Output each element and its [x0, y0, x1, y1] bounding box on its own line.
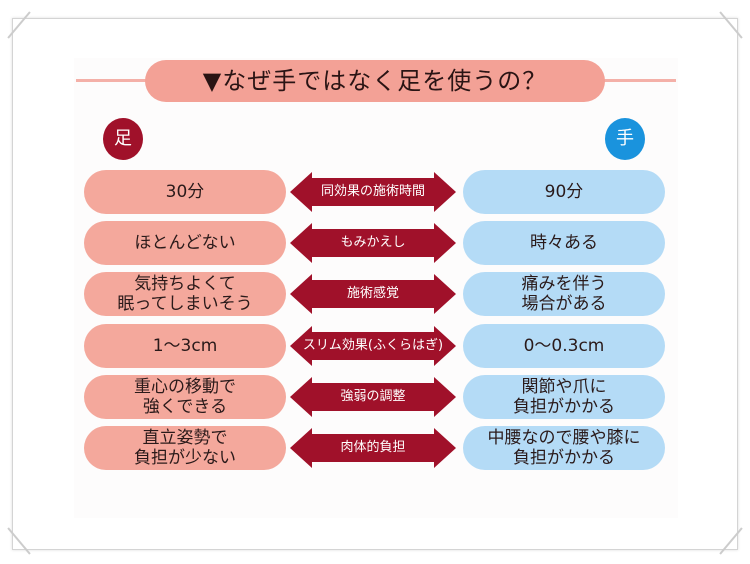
hand-value: 痛みを伴う 場合がある: [463, 272, 665, 316]
hand-value: 0～0.3cm: [463, 324, 665, 368]
hand-value: 時々ある: [463, 221, 665, 265]
double-arrow-icon: [290, 326, 456, 366]
double-arrow-icon: [290, 223, 456, 263]
double-arrow-icon: [290, 428, 456, 468]
aspect-label: もみかえし: [340, 235, 406, 250]
hand-value: 中腰なので腰や膝に 負担がかかる: [463, 426, 665, 470]
hand-badge: 手: [605, 118, 645, 160]
comparison-arrow: もみかえし: [290, 223, 456, 263]
foot-value: 重心の移動で 強くできる: [84, 375, 286, 419]
infographic-title: ▼なぜ手ではなく足を使うの？: [145, 60, 605, 102]
comparison-arrow: 強弱の調整: [290, 377, 456, 417]
foot-value: 30分: [84, 170, 286, 214]
aspect-label: スリム効果(ふくらはぎ): [302, 338, 444, 353]
foot-value: 1～3cm: [84, 324, 286, 368]
foot-badge: 足: [103, 118, 143, 160]
double-arrow-icon: [290, 377, 456, 417]
foot-value: ほとんどない: [84, 221, 286, 265]
aspect-label: 同効果の施術時間: [320, 184, 425, 199]
aspect-label: 肉体的負担: [340, 440, 406, 455]
double-arrow-icon: [290, 274, 456, 314]
aspect-label: 施術感覚: [346, 286, 399, 301]
comparison-arrow: 肉体的負担: [290, 428, 456, 468]
hand-value: 関節や爪に 負担がかかる: [463, 375, 665, 419]
double-arrow-icon: [290, 172, 456, 212]
comparison-arrow: スリム効果(ふくらはぎ): [290, 326, 456, 366]
hand-value: 90分: [463, 170, 665, 214]
comparison-arrow: 施術感覚: [290, 274, 456, 314]
foot-value: 気持ちよくて 眠ってしまいそう: [84, 272, 286, 316]
comparison-arrow: 同効果の施術時間: [290, 172, 456, 212]
foot-value: 直立姿勢で 負担が少ない: [84, 426, 286, 470]
aspect-label: 強弱の調整: [340, 389, 406, 404]
